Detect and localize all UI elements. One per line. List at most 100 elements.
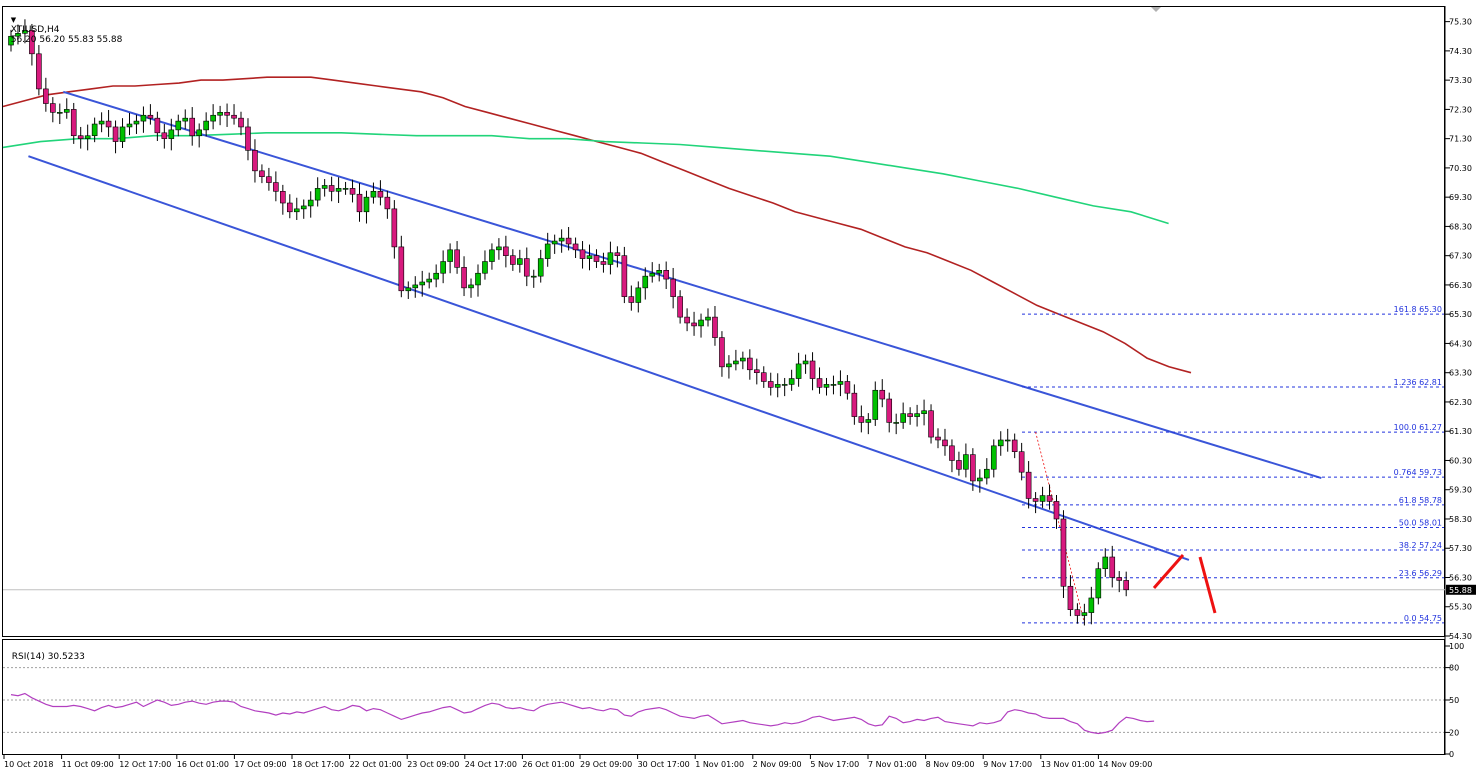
candle	[489, 243, 495, 270]
candle-body-bull	[22, 30, 28, 34]
candle	[50, 97, 56, 123]
rsi-tick-label: 20	[1449, 728, 1459, 737]
candle	[935, 428, 941, 449]
candle	[677, 290, 683, 324]
y-tick-label: 64.30	[1449, 339, 1472, 348]
candle-body-bear	[259, 170, 265, 177]
candle	[942, 428, 948, 456]
candle-body-bull	[990, 445, 997, 470]
chart-menu-icon[interactable]: ▼	[10, 16, 17, 24]
candle	[1032, 492, 1039, 514]
candle	[802, 354, 809, 374]
candle-body-bull	[91, 123, 98, 137]
y-tick-label: 73.30	[1449, 76, 1472, 85]
candle	[816, 367, 823, 394]
moving-average-green-line	[2, 132, 1169, 225]
candle-body-bull	[649, 272, 656, 277]
candle-body-bear	[189, 117, 196, 137]
candle-body-bull	[63, 109, 70, 113]
candle-body-bear	[663, 270, 669, 280]
rsi-panel-frame	[2, 639, 1445, 755]
candle	[865, 413, 872, 435]
x-tick-label: 22 Oct 01:00	[350, 760, 402, 769]
candle-body-bear	[767, 381, 774, 388]
candle-body-bear	[886, 398, 893, 423]
y-tick-label: 69.30	[1449, 193, 1472, 202]
x-tick-label: 8 Nov 09:00	[926, 760, 975, 769]
candle	[928, 404, 934, 444]
candle	[154, 111, 161, 141]
candle	[29, 23, 35, 66]
fib-anchor-line	[1035, 431, 1085, 623]
forecast-up-stroke	[1152, 554, 1185, 589]
x-tick-label: 17 Oct 09:00	[234, 760, 286, 769]
candle	[119, 118, 126, 149]
candle-body-bear	[719, 337, 725, 368]
candle-body-bull	[447, 249, 453, 262]
candle-body-bear	[112, 126, 119, 142]
candle	[112, 120, 119, 154]
candle-body-bear	[70, 109, 77, 137]
candle-body-bull	[468, 284, 474, 289]
y-tick-label: 58.30	[1449, 515, 1472, 524]
candle	[907, 407, 913, 425]
candle	[1039, 486, 1046, 508]
candle	[161, 124, 168, 149]
candle-body-bear	[935, 436, 941, 441]
candle	[98, 112, 105, 133]
candle-body-bull	[133, 120, 140, 125]
candle-body-bull	[482, 261, 488, 274]
x-tick-label: 9 Nov 17:00	[983, 760, 1032, 769]
y-tick-label: 56.30	[1449, 573, 1472, 582]
y-tick-label: 66.30	[1449, 281, 1472, 290]
candle-body-bear	[503, 246, 509, 256]
candle-body-bull	[983, 468, 990, 479]
fib-level-label: 23.6 56.29	[1399, 569, 1442, 578]
candle	[15, 24, 21, 45]
candle	[140, 106, 147, 133]
candle-body-bull	[203, 120, 209, 131]
candle-body-bull	[363, 196, 370, 213]
candle	[105, 109, 112, 137]
candle	[537, 249, 544, 283]
candle	[774, 373, 781, 398]
candle	[551, 234, 558, 254]
candle-body-bear	[238, 117, 244, 128]
chart-shift-marker[interactable]	[1151, 7, 1161, 12]
candle-body-bull	[412, 284, 419, 289]
candle-body-bull	[781, 384, 788, 386]
candle-body-bear	[1123, 580, 1129, 591]
candle	[210, 104, 216, 130]
candle-body-bear	[1109, 556, 1116, 578]
candle-body-bear	[398, 246, 405, 292]
candle	[530, 269, 537, 288]
candle-body-bear	[572, 243, 579, 251]
candle-body-bull	[823, 384, 830, 388]
candle-body-bear	[36, 53, 42, 90]
candle	[579, 241, 586, 269]
candle	[1102, 548, 1109, 577]
y-tick-label: 62.30	[1449, 398, 1472, 407]
rsi-tick-label: 50	[1449, 696, 1459, 705]
candle-body-bear	[593, 255, 600, 262]
x-tick-label: 16 Oct 01:00	[177, 760, 229, 769]
candle	[635, 281, 642, 313]
candle-body-bull	[1081, 612, 1088, 616]
candle	[482, 250, 488, 280]
candle-body-bull	[98, 120, 105, 125]
candle	[252, 139, 258, 183]
candle	[286, 194, 293, 219]
candle	[593, 249, 600, 268]
candle-body-bear	[844, 381, 851, 394]
candle-body-bear	[1011, 439, 1018, 452]
candle	[412, 276, 419, 298]
x-tick-label: 11 Oct 09:00	[62, 760, 114, 769]
y-tick-label: 75.30	[1449, 18, 1472, 27]
x-tick-label: 18 Oct 17:00	[292, 760, 344, 769]
candle-body-bear	[349, 188, 356, 195]
candle	[447, 243, 453, 274]
candle-body-bear	[579, 249, 586, 259]
candle-body-bear	[816, 378, 823, 388]
candle-body-bull	[168, 129, 175, 139]
